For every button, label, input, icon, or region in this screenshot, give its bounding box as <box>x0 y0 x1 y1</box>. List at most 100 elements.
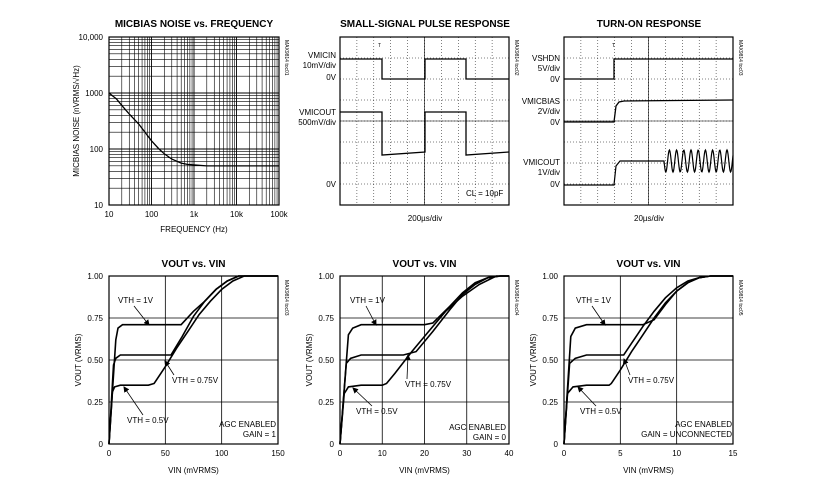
turnon-ch3-label: VMICOUT <box>523 158 560 167</box>
vout-y-tick-label: 0.50 <box>542 356 558 365</box>
turnon-micout-trace <box>564 148 734 186</box>
vout-series-arrow <box>352 387 373 407</box>
vout-chart-frame <box>563 275 734 445</box>
vout-series-label-3: VTH = 0.5V <box>127 416 169 425</box>
vout-chart-code: MAX9814 toc03 <box>283 280 289 316</box>
pulse-ch2-zero: 0V <box>326 180 336 189</box>
turnon-ch1-zero: 0V <box>550 75 560 84</box>
noise-chart-code: MAX9814 toc01 <box>283 40 289 76</box>
vout-x-tick-label: 0 <box>562 449 567 458</box>
pulse-ch2-scale: 500mV/div <box>298 118 336 127</box>
vout-chart-1: VOUT vs. VIN 0 50 100 150 0 0.25 0.50 0.75 1.00 VI… <box>74 259 289 475</box>
vout-x-tick-label: 5 <box>618 449 623 458</box>
vout-series-label-3: VTH = 0.5V <box>356 407 398 416</box>
vout-series-arrow <box>622 358 631 376</box>
vout-y-tick-label: 0.75 <box>87 314 103 323</box>
vout-agc-annotation: GAIN = 1 <box>243 430 277 439</box>
pulse-load-annotation: CL = 10pF <box>466 189 503 198</box>
turnon-ch3-scale: 1V/div <box>538 168 560 177</box>
vout-series-line-3 <box>563 275 733 445</box>
vout-chart-2: VOUT vs. VIN 0 10 20 30 40 0 0.25 0.50 0.75 1.00 VI… <box>305 259 519 475</box>
vout-chart-title: VOUT vs. VIN <box>162 259 226 270</box>
vout-x-tick-label: 15 <box>729 449 738 458</box>
vout-series-arrow <box>365 305 377 326</box>
vout-y-tick-label: 0.25 <box>542 398 558 407</box>
vout-y-tick-label: 0.25 <box>318 398 334 407</box>
vout-y-tick-label: 0.75 <box>318 314 334 323</box>
pulse-ch1-label: VMICIN <box>308 51 336 60</box>
vout-y-tick-label: 1.00 <box>542 272 558 281</box>
turnon-ch1-scale: 5V/div <box>538 64 560 73</box>
vout-series-arrow <box>133 305 150 326</box>
vout-agc-annotation: GAIN = 0 <box>473 433 507 442</box>
turnon-chart-title: TURN-ON RESPONSE <box>597 19 702 30</box>
vout-chart-code: MAX9814 toc05 <box>737 280 743 316</box>
vout-series-label-1: VTH = 1V <box>576 296 612 305</box>
vout-y-tick-label: 0 <box>554 440 559 449</box>
pulse-chart-title: SMALL-SIGNAL PULSE RESPONSE <box>340 19 510 30</box>
vout-chart-code: MAX9814 toc04 <box>513 280 519 316</box>
vout-x-tick-label: 150 <box>271 449 285 458</box>
vout-x-tick-label: 0 <box>338 449 343 458</box>
vout-agc-annotation: AGC ENABLED <box>675 420 732 429</box>
noise-x-tick-label: 10k <box>230 210 244 219</box>
vout-y-tick-label: 0 <box>330 440 335 449</box>
pulse-micin-trace <box>340 58 509 80</box>
vout-chart-frame <box>339 275 510 445</box>
vout-series-line-3 <box>339 275 509 445</box>
vout-series-label-1: VTH = 1V <box>350 296 386 305</box>
turnon-ch3-zero: 0V <box>550 180 560 189</box>
turnon-timebase: 20µs/div <box>634 214 664 223</box>
vout-y-tick-label: 0.25 <box>87 398 103 407</box>
turnon-chart-frame <box>563 36 734 206</box>
noise-x-tick-label: 1k <box>190 210 199 219</box>
pulse-ch1-zero: 0V <box>326 73 336 82</box>
turnon-chart: TURN-ON RESPONSE T VSHDN 5V/div 0V VMICB… <box>522 19 743 223</box>
vout-x-tick-label: 20 <box>420 449 429 458</box>
noise-y-tick-label: 1000 <box>85 89 103 98</box>
noise-x-tick-label: 100k <box>270 210 288 219</box>
vout-series-label-1: VTH = 1V <box>118 296 154 305</box>
turnon-chart-code: MAX9814 toc03 <box>737 40 743 76</box>
vout-agc-annotation: AGC ENABLED <box>219 420 276 429</box>
vout-chart-3: VOUT vs. VIN 0 5 10 15 0 0.25 0.50 0.75 1.00 VIN (… <box>529 259 743 475</box>
vout-series-label-2: VTH = 0.75V <box>628 376 675 385</box>
vout-x-tick-label: 50 <box>161 449 170 458</box>
vout-chart-xlabel: VIN (mVRMS) <box>168 466 219 475</box>
vout-y-tick-label: 1.00 <box>318 272 334 281</box>
noise-y-tick-label: 10,000 <box>79 33 104 42</box>
vout-series-arrow <box>404 354 411 380</box>
vout-series-label-2: VTH = 0.75V <box>405 380 452 389</box>
turnon-ch1-label: VSHDN <box>532 54 560 63</box>
vout-series-arrow <box>591 305 606 326</box>
turnon-ch2-zero: 0V <box>550 118 560 127</box>
vout-y-tick-label: 0.50 <box>87 356 103 365</box>
turnon-micbias-trace <box>564 99 734 123</box>
vout-y-tick-label: 0 <box>99 440 104 449</box>
vout-series-label-3: VTH = 0.5V <box>580 407 622 416</box>
noise-y-tick-label: 100 <box>90 145 104 154</box>
vout-series-arrow <box>164 360 175 376</box>
turnon-trigger-mark: T <box>612 43 615 49</box>
vout-chart-title: VOUT vs. VIN <box>617 259 681 270</box>
noise-chart-ylabel: MICBIAS NOISE (nVRMS/√Hz) <box>72 65 81 177</box>
pulse-trigger-mark: T <box>378 43 381 49</box>
noise-chart: MICBIAS NOISE vs. FREQUENCY 10 100 1k 10k 10… <box>72 19 289 234</box>
noise-x-tick-label: 100 <box>145 210 159 219</box>
noise-x-tick-label: 10 <box>105 210 114 219</box>
pulse-micout-trace <box>340 111 510 156</box>
vout-series-arrow <box>577 386 597 407</box>
pulse-ch1-scale: 10mV/div <box>303 61 336 70</box>
vout-series-label-2: VTH = 0.75V <box>172 376 219 385</box>
vout-x-tick-label: 30 <box>462 449 471 458</box>
vout-agc-annotation: AGC ENABLED <box>449 423 506 432</box>
vout-chart-ylabel: VOUT (VRMS) <box>305 333 314 386</box>
pulse-timebase: 200µs/div <box>408 214 442 223</box>
noise-y-tick-label: 10 <box>94 201 103 210</box>
vout-x-tick-label: 10 <box>672 449 681 458</box>
pulse-ch2-label: VMICOUT <box>299 108 336 117</box>
noise-chart-title: MICBIAS NOISE vs. FREQUENCY <box>115 19 274 30</box>
turnon-ch2-label: VMICBIAS <box>522 97 560 106</box>
